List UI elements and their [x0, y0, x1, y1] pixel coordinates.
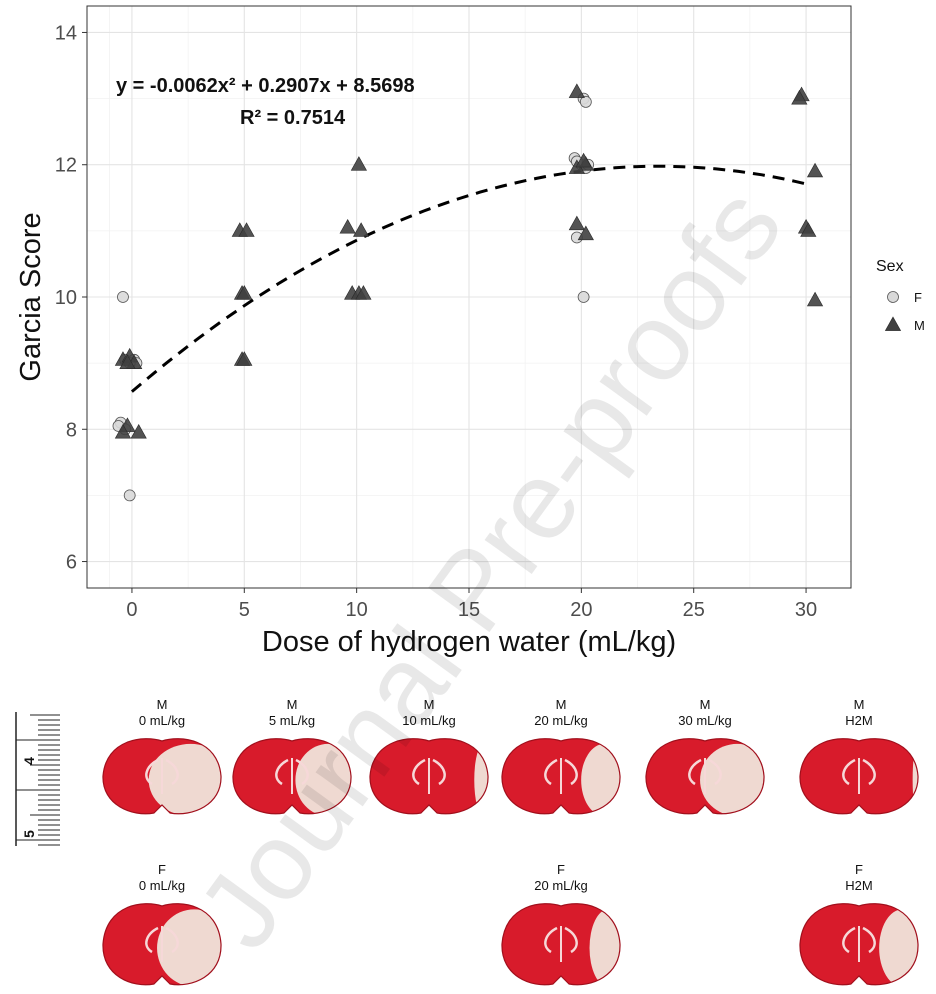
- brain-section-image: [102, 738, 222, 815]
- scatter-chart: 0 5 10 15 20 25 30 6 8 10 12 14 Dose of hydrogen w…: [15, 5, 925, 658]
- point-M: [236, 285, 253, 300]
- y-tick-label: 6: [66, 552, 77, 574]
- x-tick-label: 30: [795, 599, 817, 621]
- x-tick-label: 5: [239, 599, 250, 621]
- brain-sex-label: F: [855, 862, 863, 877]
- x-tick-label: 0: [126, 599, 137, 621]
- point-F: [123, 489, 136, 502]
- y-axis-title: Garcia Score: [15, 212, 47, 381]
- brain-dose-label: 20 mL/kg: [534, 878, 588, 893]
- brain-dose-label: H2M: [845, 878, 873, 893]
- point-M: [238, 222, 255, 237]
- point-F: [579, 95, 592, 108]
- brain-sex-label: M: [853, 697, 865, 712]
- point-M: [119, 354, 136, 370]
- point-M: [236, 351, 253, 366]
- legend-key-F: [887, 291, 899, 303]
- brain-section-image: [501, 903, 621, 986]
- brain-panel: F 20 mL/kg: [496, 862, 626, 990]
- x-tick-label: 20: [570, 599, 592, 621]
- brain-sex-label: M: [156, 697, 168, 712]
- y-axis-ticks: 6 8 10 12 14: [55, 22, 87, 574]
- y-tick-label: 8: [66, 419, 77, 441]
- point-M: [568, 215, 585, 231]
- point-M: [791, 89, 808, 105]
- brain-panel: M 20 mL/kg: [496, 697, 626, 819]
- point-M: [353, 222, 370, 237]
- brain-panel: M 30 mL/kg: [640, 697, 770, 819]
- fit-curve: [130, 164, 807, 393]
- legend-key-M: [884, 316, 902, 331]
- brain-sex-label: M: [699, 697, 711, 712]
- brain-dose-label: H2M: [845, 713, 873, 728]
- point-F: [117, 291, 129, 303]
- brain-dose-label: 30 mL/kg: [678, 713, 732, 728]
- point-F: [577, 291, 590, 303]
- scale-ruler: 45: [15, 712, 60, 846]
- brain-sex-label: F: [158, 862, 166, 877]
- point-M: [800, 222, 817, 237]
- brain-section-image: [232, 738, 352, 815]
- brain-dose-label: 0 mL/kg: [138, 878, 186, 893]
- brain-sex-label: F: [557, 862, 565, 877]
- point-M: [114, 423, 132, 439]
- fit-r-squared: R² = 0.7514: [240, 107, 346, 129]
- point-M: [355, 285, 372, 300]
- brain-sex-label: M: [423, 697, 435, 712]
- grid-lines: [87, 6, 851, 588]
- point-M: [339, 218, 356, 234]
- fit-equation: y = -0.0062x² + 0.2907x + 8.5698: [116, 75, 415, 97]
- brain-sex-label: M: [555, 697, 567, 712]
- point-M: [575, 152, 592, 168]
- brain-sex-label: M: [286, 697, 298, 712]
- brain-dose-label: 5 mL/kg: [268, 713, 316, 728]
- ruler-label: 4: [21, 757, 37, 765]
- fit-curve-layer: [130, 164, 807, 393]
- brain-panel: M H2M: [794, 697, 924, 819]
- point-M: [130, 423, 147, 439]
- y-tick-label: 14: [55, 22, 77, 44]
- x-tick-label: 10: [346, 599, 368, 621]
- brain-section-image: [501, 738, 621, 815]
- ruler-label: 5: [21, 830, 37, 838]
- brain-panel: M 10 mL/kg: [364, 697, 494, 819]
- y-tick-label: 10: [55, 287, 77, 309]
- legend-entries: FM: [884, 290, 925, 333]
- x-tick-label: 25: [683, 599, 705, 621]
- data-points: [112, 83, 824, 502]
- brain-section-image: [102, 903, 222, 986]
- brain-dose-label: 10 mL/kg: [402, 713, 456, 728]
- legend: Sex FM: [876, 258, 925, 333]
- brain-panel: F H2M: [794, 862, 924, 990]
- point-M: [568, 83, 585, 98]
- point-M: [577, 225, 594, 241]
- x-axis-title: Dose of hydrogen water (mL/kg): [262, 626, 676, 658]
- legend-title: Sex: [876, 258, 904, 275]
- legend-label-F: F: [914, 290, 922, 305]
- point-M: [350, 156, 368, 171]
- legend-label-M: M: [914, 318, 925, 333]
- x-tick-label: 15: [458, 599, 480, 621]
- brain-dose-label: 20 mL/kg: [534, 713, 588, 728]
- point-M: [806, 162, 824, 178]
- brain-section-image: [645, 738, 765, 815]
- point-M: [806, 291, 824, 307]
- y-tick-label: 12: [55, 155, 77, 177]
- brain-section-image: [369, 738, 489, 815]
- x-axis-ticks: 0 5 10 15 20 25 30: [126, 588, 817, 621]
- brain-section-image: [799, 903, 919, 986]
- brain-dose-label: 0 mL/kg: [138, 713, 186, 728]
- brain-section-image: [799, 738, 919, 815]
